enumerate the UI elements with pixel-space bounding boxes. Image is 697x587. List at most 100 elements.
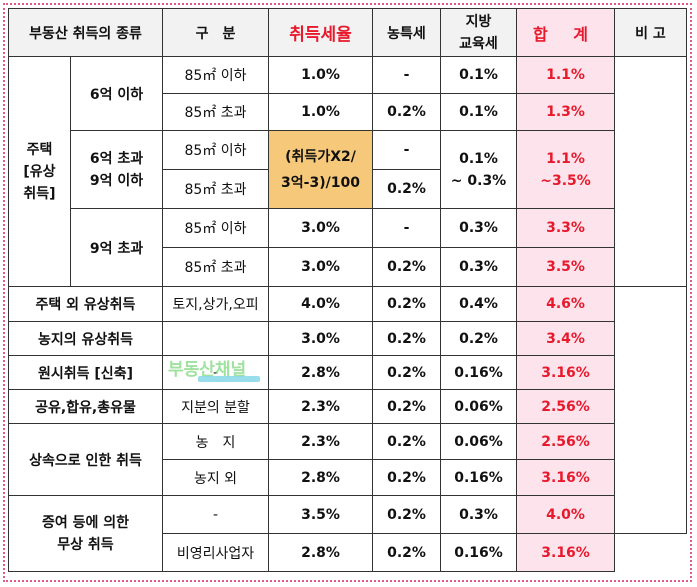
- edu-cell: 0.3%: [440, 495, 517, 534]
- total-cell: 4.0%: [516, 495, 615, 534]
- edu-cell: 0.1%: [440, 93, 517, 131]
- table-row: 농지의 유상취득 3.0% 0.2% 0.2% 3.4%: [8, 321, 687, 356]
- edu-range-line1: 0.1%: [459, 150, 498, 167]
- housing-g2-label-line2: 9억 이하: [89, 172, 144, 189]
- rate-cell: 3.0%: [268, 208, 373, 248]
- total-cell: 2.56%: [516, 423, 615, 460]
- total-range-line2: ~3.5%: [540, 172, 591, 189]
- table-row: 원시취득 [신축] - 2.8% 0.2% 0.16% 3.16%: [8, 355, 687, 390]
- area-cell: 85㎡ 이하: [162, 208, 269, 248]
- note-cell-other: [614, 286, 687, 534]
- formula-line2: 3억-3)/100: [281, 174, 360, 191]
- division-cell: 농 지: [162, 423, 269, 460]
- edu-range-line2: ~ 0.3%: [450, 172, 507, 189]
- rural-cell: 0.2%: [372, 389, 441, 424]
- edu-cell: 0.06%: [440, 423, 517, 460]
- table-row: 85㎡ 초과 0.2%: [9, 169, 687, 209]
- division-cell: 지분의 분할: [162, 389, 269, 424]
- housing-label-line3: 취득]: [23, 185, 56, 202]
- table-row: 농지 외 2.8% 0.2% 0.16% 3.16%: [9, 459, 687, 496]
- gift-type-line1: 증여 등에 의한: [41, 514, 130, 531]
- edu-cell: 0.16%: [440, 533, 517, 572]
- table-row: 주택 외 유상취득 토지,상가,오피 4.0% 0.2% 0.4% 4.6%: [8, 286, 687, 534]
- rural-cell: -: [372, 208, 441, 248]
- rate-cell: 3.5%: [268, 495, 373, 534]
- total-range-line1: 1.1%: [546, 150, 585, 167]
- division-cell: 농지 외: [162, 459, 269, 496]
- type-cell: 원시취득 [신축]: [8, 355, 163, 390]
- housing-g2-label-line1: 6억 초과: [89, 150, 144, 167]
- watermark-text: 부동산채널: [168, 360, 247, 380]
- rate-cell: 2.8%: [268, 459, 373, 496]
- rural-cell: 0.2%: [372, 321, 441, 356]
- table-row: 6억 초과 9억 이하 85㎡ 이하 (취득가X2/ 3억-3)/100 - 0…: [9, 130, 687, 209]
- type-cell: 농지의 유상취득: [8, 321, 163, 356]
- edu-cell: 0.4%: [440, 286, 517, 322]
- inherit-type: 상속으로 인한 취득: [8, 423, 163, 496]
- edu-cell: 0.16%: [440, 459, 517, 496]
- housing-g2-label: 6억 초과 9억 이하: [70, 130, 163, 209]
- gift-type: 증여 등에 의한 무상 취득: [8, 495, 163, 572]
- table-row: 공유,합유,총유물 지분의 분할 2.3% 0.2% 0.06% 2.56%: [8, 389, 687, 424]
- division-cell: -: [162, 495, 269, 534]
- rural-cell: 0.2%: [372, 247, 441, 287]
- total-cell: 3.16%: [516, 459, 615, 496]
- rate-cell: 2.3%: [268, 423, 373, 460]
- table-row: 85㎡ 초과 1.0% 0.2% 0.1% 1.3%: [9, 93, 687, 131]
- rural-cell: -: [372, 130, 441, 170]
- dotted-page-border: [3, 3, 692, 582]
- rate-cell: 2.8%: [268, 355, 373, 390]
- area-cell: 85㎡ 초과: [162, 247, 269, 287]
- total-cell: 1.1%: [516, 56, 615, 94]
- rural-cell: 0.2%: [372, 423, 441, 460]
- rate-cell: 1.0%: [268, 56, 373, 94]
- watermark-bar: [198, 376, 260, 382]
- total-cell: 3.16%: [516, 533, 615, 572]
- total-cell: 1.3%: [516, 93, 615, 131]
- rate-cell: 3.0%: [268, 321, 373, 356]
- division-cell: 비영리사업자: [162, 533, 269, 572]
- type-cell: 주택 외 유상취득: [8, 286, 163, 322]
- edu-cell: 0.3%: [440, 247, 517, 287]
- gift-type-line2: 무상 취득: [57, 536, 114, 553]
- rate-cell: 1.0%: [268, 93, 373, 131]
- header-acq-rate: 취득세율: [268, 8, 373, 57]
- rural-cell: 0.2%: [372, 169, 441, 209]
- rural-cell: 0.2%: [372, 459, 441, 496]
- division-cell: -: [162, 355, 269, 390]
- header-edu-tax-line1: 지방: [465, 13, 492, 30]
- rural-cell: 0.2%: [372, 93, 441, 131]
- housing-label-line1: 주택: [26, 141, 53, 158]
- acquisition-tax-table: 부동산 취득의 종류 구 분 취득세율 농특세 지방 교육세 합 계 비 고 주…: [8, 8, 687, 572]
- total-cell: 4.6%: [516, 286, 615, 322]
- total-cell-range: 1.1% ~3.5%: [516, 130, 615, 209]
- total-cell: 3.16%: [516, 355, 615, 390]
- table-row: 상속으로 인한 취득 농 지 2.3% 0.2% 0.06% 2.56%: [8, 423, 687, 496]
- total-cell: 3.4%: [516, 321, 615, 356]
- header-total: 합 계: [516, 8, 615, 57]
- rate-cell: 3.0%: [268, 247, 373, 287]
- housing-g3-label: 9억 초과: [70, 208, 163, 287]
- area-cell: 85㎡ 이하: [162, 56, 269, 94]
- division-cell: 토지,상가,오피: [162, 286, 269, 322]
- header-note: 비 고: [614, 8, 687, 57]
- table-row: 9억 초과 85㎡ 이하 3.0% - 0.3% 3.3%: [9, 208, 687, 287]
- edu-cell: 0.16%: [440, 355, 517, 390]
- total-cell: 2.56%: [516, 389, 615, 424]
- division-cell: [162, 321, 269, 356]
- total-cell: 3.5%: [516, 247, 615, 287]
- header-type: 부동산 취득의 종류: [8, 8, 163, 57]
- area-cell: 85㎡ 이하: [162, 130, 269, 170]
- formula-line1: (취득가X2/: [285, 148, 356, 165]
- rural-cell: -: [372, 56, 441, 94]
- rate-cell: 4.0%: [268, 286, 373, 322]
- header-row: 부동산 취득의 종류 구 분 취득세율 농특세 지방 교육세 합 계 비 고: [8, 8, 687, 57]
- header-division: 구 분: [162, 8, 269, 57]
- watermark-logo: 부동산채널: [168, 355, 268, 385]
- edu-cell-range: 0.1% ~ 0.3%: [440, 130, 517, 209]
- table-row: 증여 등에 의한 무상 취득 - 3.5% 0.2% 0.3% 4.0%: [8, 495, 687, 572]
- header-edu-tax-line2: 교육세: [459, 35, 498, 52]
- rural-cell: 0.2%: [372, 355, 441, 390]
- edu-cell: 0.06%: [440, 389, 517, 424]
- rural-cell: 0.2%: [372, 286, 441, 322]
